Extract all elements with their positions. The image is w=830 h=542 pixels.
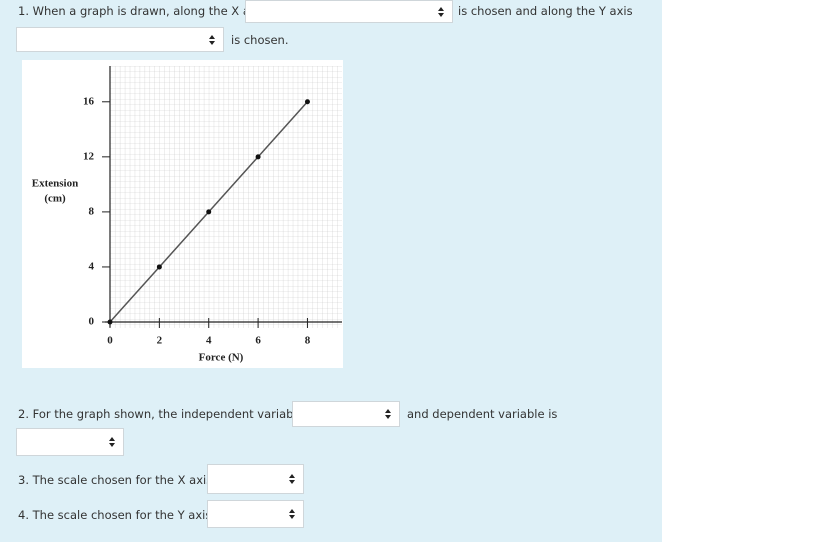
y-tick-label: 12 (83, 150, 95, 162)
dropdown[interactable] (207, 500, 304, 528)
y-axis-label: (cm) (44, 193, 66, 205)
data-point (304, 99, 310, 105)
dropdown[interactable] (207, 464, 304, 494)
data-point (206, 209, 212, 215)
x-tick-label: 0 (107, 335, 113, 347)
dropdown[interactable] (245, 0, 453, 23)
y-tick-label: 16 (83, 95, 95, 107)
question-text: 2. For the graph shown, the independent … (18, 407, 317, 421)
x-axis-label: Force (N) (199, 352, 244, 364)
x-tick-label: 6 (255, 335, 261, 347)
dropdown[interactable] (16, 27, 224, 52)
question-text: 1. When a graph is drawn, along the X ax… (18, 4, 266, 18)
question-text: 4. The scale chosen for the Y axis is (18, 508, 225, 522)
dropdown[interactable] (16, 428, 124, 456)
grid (110, 66, 342, 328)
x-tick-label: 4 (206, 335, 212, 347)
dropdown[interactable] (292, 401, 400, 427)
y-axis-label: Extension (32, 178, 78, 190)
x-tick-label: 8 (305, 335, 311, 347)
data-point (107, 319, 113, 325)
question-text: is chosen. (231, 33, 289, 47)
y-tick-label: 0 (89, 316, 95, 328)
data-point (156, 264, 162, 270)
question-text: is chosen and along the Y axis (458, 4, 633, 18)
question-text: and dependent variable is (407, 407, 558, 421)
question-panel: 1. When a graph is drawn, along the X ax… (0, 0, 662, 542)
graph: 0 4 8 12 16 0 2 4 6 8 Force (N) Extension (cm) (22, 60, 343, 368)
question-text: 3. The scale chosen for the X axis is (18, 473, 226, 487)
x-tick-label: 2 (157, 335, 163, 347)
data-point (255, 154, 261, 160)
y-tick-label: 8 (89, 205, 95, 217)
y-tick-label: 4 (89, 260, 95, 272)
